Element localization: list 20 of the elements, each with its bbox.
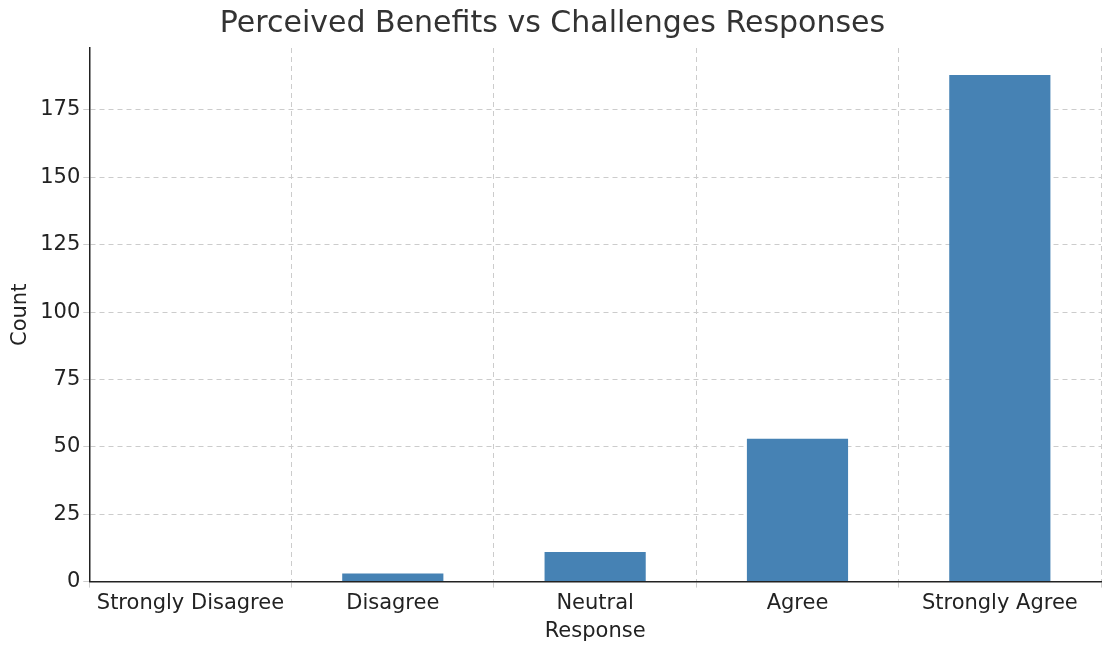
bar: [949, 74, 1051, 582]
x-tick-label: Neutral: [556, 589, 634, 614]
y-tick-label: 50: [53, 433, 81, 458]
y-tick-label: 175: [40, 96, 81, 121]
y-tick-label: 75: [53, 365, 81, 390]
x-tick-label: Agree: [766, 589, 829, 614]
y-axis-title: Count: [7, 283, 32, 346]
y-tick-label: 100: [40, 298, 81, 323]
x-tick-label: Disagree: [346, 589, 440, 614]
bar: [544, 551, 646, 582]
x-axis-title: Response: [544, 617, 646, 642]
chart-title: Perceived Benefits vs Challenges Responses: [219, 3, 886, 39]
y-tick-label: 0: [66, 568, 81, 593]
bar: [746, 438, 849, 582]
y-tick-label: 150: [40, 163, 81, 188]
y-tick-label: 25: [53, 500, 81, 525]
bar: [342, 573, 444, 582]
x-tick-label: Strongly Disagree: [96, 589, 285, 614]
x-tick-label: Strongly Agree: [921, 589, 1078, 614]
y-tick-label: 125: [40, 231, 81, 256]
